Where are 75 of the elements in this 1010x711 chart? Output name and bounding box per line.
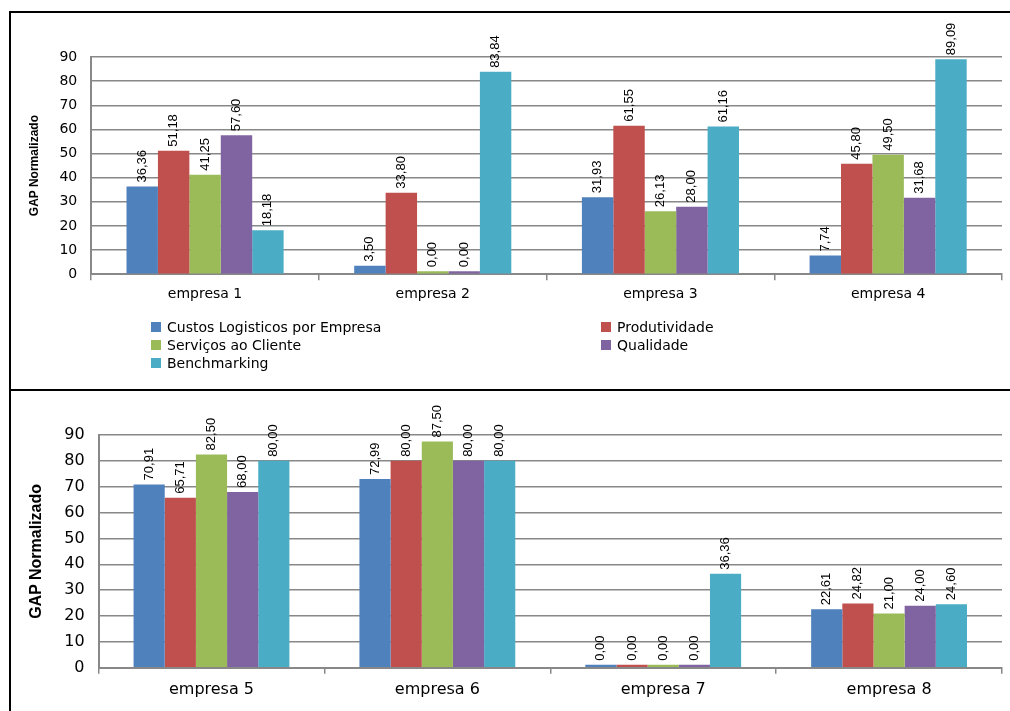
data-label: 0,00: [592, 635, 608, 661]
data-label: 22,61: [818, 572, 834, 606]
data-label: 0,00: [455, 241, 471, 268]
data-label: 36,36: [133, 149, 149, 183]
y-tick-label: 50: [64, 527, 85, 547]
data-label: 24,60: [942, 567, 958, 601]
data-label: 26,13: [652, 174, 668, 208]
y-axis-title: GAP Normalizado: [26, 115, 41, 217]
data-label: 70,91: [140, 447, 156, 481]
data-label: 0,00: [424, 241, 440, 268]
y-tick-label: 40: [59, 168, 78, 185]
data-label: 41,25: [196, 138, 212, 171]
data-label: 51,18: [165, 114, 181, 147]
x-tick-label: empresa 8: [846, 678, 932, 698]
data-label: 0,00: [685, 635, 701, 661]
data-label: 83,84: [487, 35, 503, 68]
y-tick-label: 40: [64, 553, 85, 573]
x-tick-label: empresa 4: [850, 285, 926, 302]
data-label: 31,68: [911, 161, 927, 194]
data-label: 21,00: [880, 576, 896, 610]
y-tick-label: 80: [59, 71, 78, 88]
y-tick-label: 0: [68, 264, 78, 281]
data-label: 68,00: [234, 455, 250, 488]
data-label: 0,00: [654, 635, 670, 661]
data-label: 57,60: [228, 98, 244, 132]
x-tick-label: empresa 5: [168, 678, 255, 698]
x-tick-label: empresa 6: [394, 678, 480, 698]
y-tick-label: 30: [64, 579, 85, 599]
data-label: 3,50: [361, 236, 377, 262]
data-label: 45,80: [848, 127, 864, 160]
y-tick-label: 70: [59, 95, 78, 112]
y-tick-label: 90: [59, 47, 78, 64]
data-label: 80,00: [397, 424, 413, 457]
data-label: 65,71: [171, 461, 187, 494]
data-label: 80,00: [491, 424, 507, 457]
legend-label: Benchmarking: [167, 355, 269, 371]
data-label: 82,50: [203, 417, 219, 451]
data-label: 87,50: [428, 404, 444, 438]
y-tick-label: 10: [64, 631, 85, 651]
data-label: 80,00: [265, 424, 281, 457]
y-tick-label: 10: [59, 240, 78, 257]
data-label: 33,80: [392, 156, 408, 189]
data-label: 24,82: [849, 567, 865, 600]
data-label: 18,18: [259, 193, 275, 227]
y-axis-title: GAP Normalizado: [27, 483, 45, 619]
y-tick-label: 80: [64, 450, 85, 470]
data-label: 28,00: [683, 170, 699, 203]
legend-label: Serviços ao Cliente: [167, 337, 302, 353]
y-tick-label: 20: [64, 605, 85, 625]
legend-label: Produtividade: [617, 319, 714, 335]
data-label: 89,09: [942, 22, 958, 56]
data-label: 31,93: [589, 160, 605, 194]
x-tick-label: empresa 3: [623, 285, 698, 302]
x-tick-label: empresa 2: [395, 285, 470, 302]
y-tick-label: 60: [64, 501, 85, 521]
data-label: 36,36: [717, 537, 733, 570]
y-tick-label: 70: [64, 475, 85, 495]
y-tick-label: 60: [59, 120, 78, 137]
y-tick-label: 90: [64, 424, 85, 444]
legend-label: Qualidade: [617, 337, 689, 353]
data-label: 72,99: [366, 442, 382, 475]
y-tick-label: 50: [59, 144, 78, 161]
y-tick-label: 0: [74, 656, 85, 676]
data-label: 61,16: [714, 90, 730, 123]
y-tick-label: 20: [59, 216, 78, 233]
x-tick-label: empresa 7: [620, 678, 706, 698]
data-label: 80,00: [460, 424, 476, 457]
data-label: 7,74: [816, 226, 832, 252]
y-tick-label: 30: [59, 192, 78, 209]
legend-label: Custos Logisticos por Empresa: [167, 319, 382, 335]
data-label: 24,00: [911, 569, 927, 602]
x-tick-label: empresa 1: [167, 285, 243, 302]
data-label: 0,00: [623, 635, 639, 661]
data-label: 49,50: [879, 118, 895, 151]
data-label: 61,55: [620, 89, 636, 122]
